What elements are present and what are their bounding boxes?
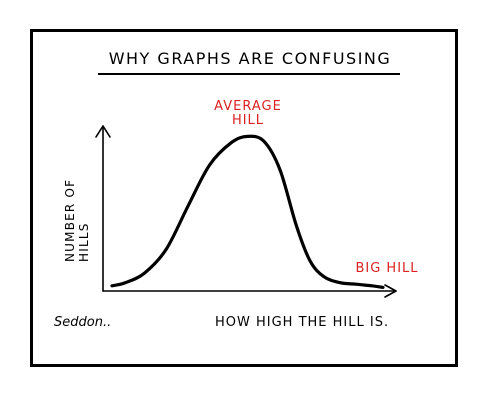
chart-title: WHY GRAPHS ARE CONFUSING (108, 49, 392, 68)
y-label-line-2: HILLS (77, 222, 91, 262)
annotation-average-hill-line-1: AVERAGE (214, 99, 282, 114)
y-label-line-1: NUMBER OF (63, 179, 77, 262)
x-axis-arrow (384, 284, 397, 298)
series-line (110, 134, 385, 289)
comic-frame (30, 29, 458, 367)
artist-signature: Seddon.. (54, 315, 111, 330)
annotation-big-hill: BIG HILL (355, 261, 418, 276)
x-label: HOW HIGH THE HILL IS. (215, 315, 389, 330)
annotation-average-hill-line-2: HILL (232, 113, 264, 128)
y-axis-arrow (95, 125, 111, 138)
title-underline (98, 73, 400, 75)
